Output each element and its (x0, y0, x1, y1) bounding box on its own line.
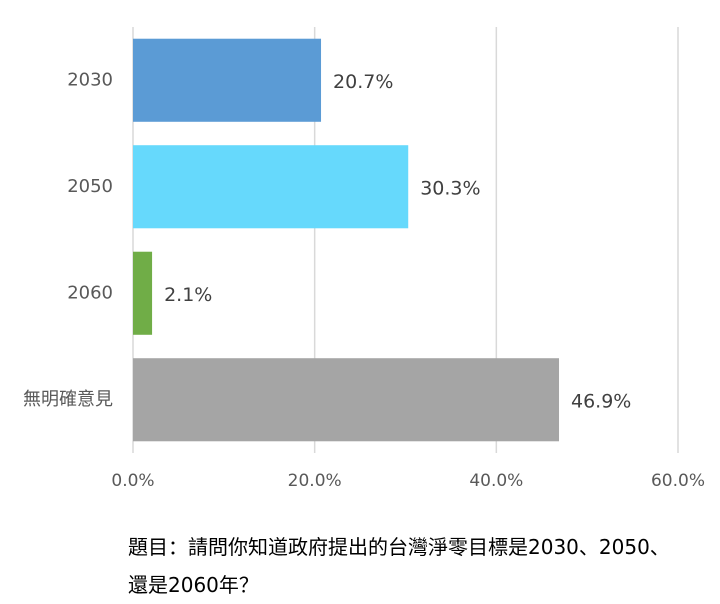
bar (133, 358, 560, 442)
x-tick-label: 20.0% (288, 471, 342, 491)
y-tick-label: 無明確意見 (23, 389, 113, 410)
value-label: 30.3% (420, 177, 480, 199)
bar (133, 145, 409, 229)
value-label: 20.7% (333, 71, 393, 93)
bar (133, 251, 153, 335)
bar (133, 38, 322, 122)
x-tick-label: 40.0% (469, 471, 523, 491)
value-label: 46.9% (571, 390, 631, 412)
x-tick-label: 0.0% (111, 471, 154, 491)
chart: 0.0% 20.0% 40.0% 60.0% 20.7% 2030 30.3% 2050 2.1… (23, 27, 705, 491)
y-tick-label: 2060 (67, 282, 113, 303)
y-tick-label: 2030 (67, 69, 113, 90)
x-tick-label: 60.0% (651, 471, 705, 491)
caption: 題目：請問你知道政府提出的台灣淨零目標是2030、2050、還是2060年？ (128, 535, 670, 597)
y-tick-label: 2050 (67, 176, 113, 197)
value-label: 2.1% (164, 284, 212, 306)
